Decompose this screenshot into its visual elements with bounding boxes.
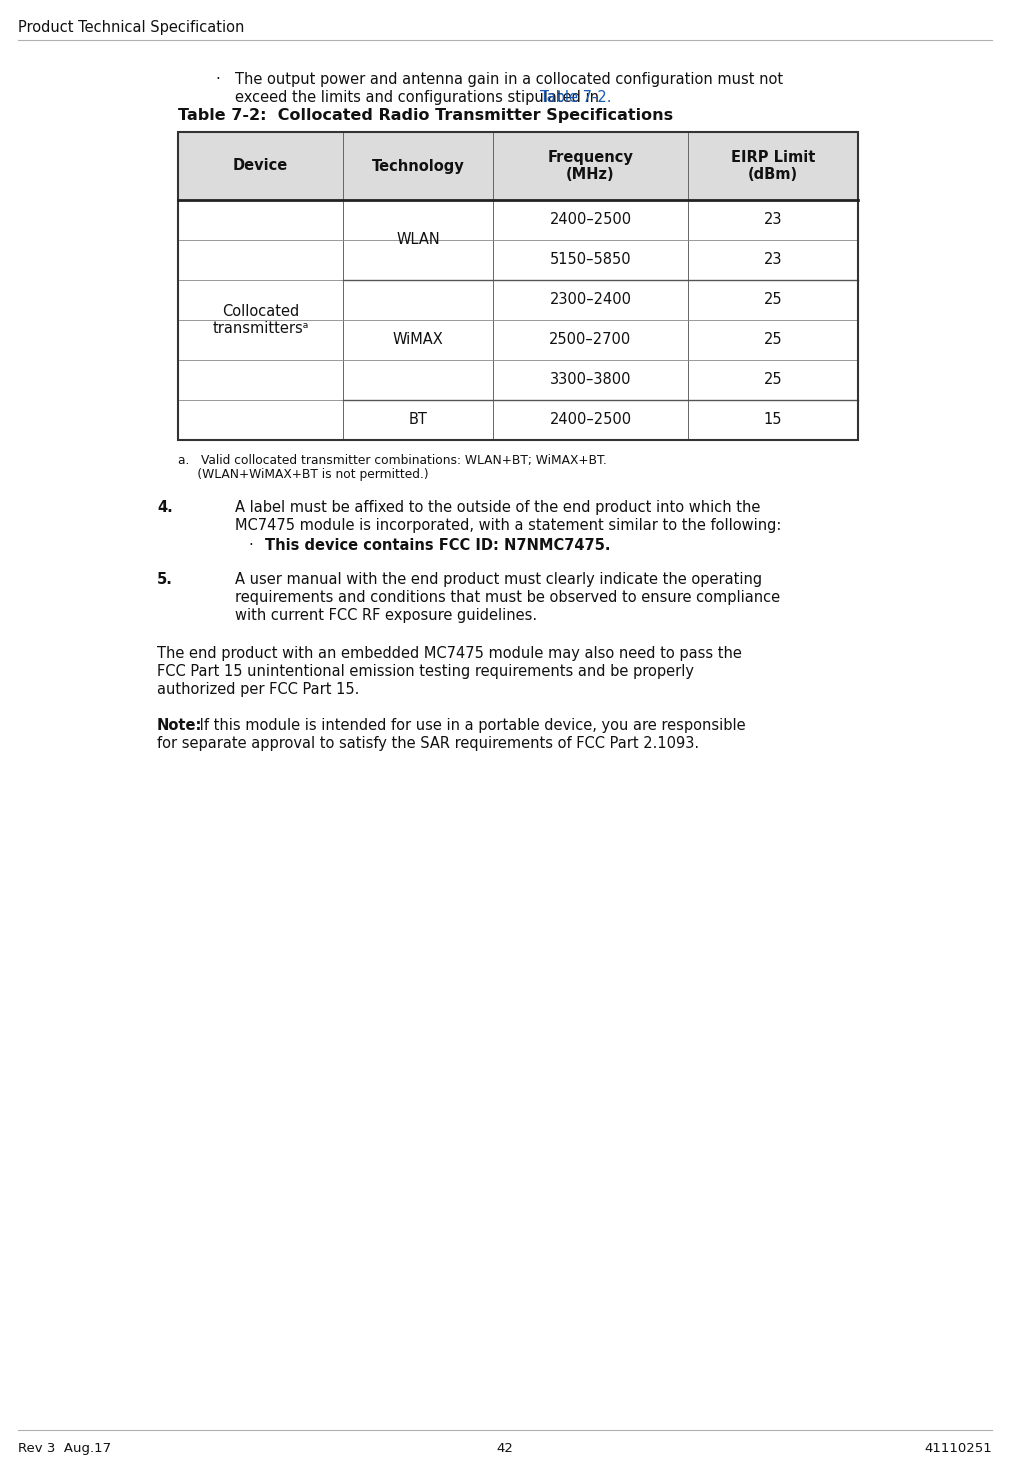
Bar	[178, 132, 858, 441]
Text: Table 7-2:  Collocated Radio Transmitter Specifications: Table 7-2: Collocated Radio Transmitter …	[178, 108, 673, 123]
Text: exceed the limits and configurations stipulated in: exceed the limits and configurations sti…	[235, 89, 604, 105]
Text: Note:: Note:	[157, 717, 202, 733]
Text: Collocated
transmittersᵃ: Collocated transmittersᵃ	[212, 305, 309, 337]
Text: Technology: Technology	[372, 158, 465, 174]
Text: If this module is intended for use in a portable device, you are responsible: If this module is intended for use in a …	[195, 717, 745, 733]
Text: This device contains FCC ID: N7NMC7475.: This device contains FCC ID: N7NMC7475.	[265, 537, 610, 553]
Text: WiMAX: WiMAX	[393, 332, 443, 347]
Text: 5.: 5.	[157, 572, 173, 587]
Text: Frequency
(MHz): Frequency (MHz)	[547, 149, 633, 182]
Text: Table 7-2.: Table 7-2.	[540, 89, 611, 105]
Text: 25: 25	[764, 293, 783, 307]
Text: The output power and antenna gain in a collocated configuration must not: The output power and antenna gain in a c…	[235, 72, 783, 86]
Text: MC7475 module is incorporated, with a statement similar to the following:: MC7475 module is incorporated, with a st…	[235, 518, 782, 533]
Text: 3300–3800: 3300–3800	[549, 372, 631, 388]
Text: 5150–5850: 5150–5850	[549, 252, 631, 268]
Text: 41110251: 41110251	[924, 1442, 992, 1455]
Text: ·: ·	[215, 72, 220, 86]
Text: for separate approval to satisfy the SAR requirements of FCC Part 2.1093.: for separate approval to satisfy the SAR…	[157, 736, 699, 751]
Text: 25: 25	[764, 372, 783, 388]
Bar	[178, 201, 858, 441]
Bar	[178, 132, 858, 201]
Text: Product Technical Specification: Product Technical Specification	[18, 20, 244, 35]
Text: BT: BT	[409, 413, 427, 427]
Text: authorized per FCC Part 15.: authorized per FCC Part 15.	[157, 682, 360, 697]
Text: Rev 3  Aug.17: Rev 3 Aug.17	[18, 1442, 111, 1455]
Text: a.   Valid collocated transmitter combinations: WLAN+BT; WiMAX+BT.: a. Valid collocated transmitter combinat…	[178, 454, 607, 467]
Text: 2500–2700: 2500–2700	[549, 332, 631, 347]
Text: 23: 23	[764, 252, 783, 268]
Text: Device: Device	[233, 158, 288, 174]
Text: 2400–2500: 2400–2500	[549, 413, 631, 427]
Text: FCC Part 15 unintentional emission testing requirements and be properly: FCC Part 15 unintentional emission testi…	[157, 665, 694, 679]
Text: requirements and conditions that must be observed to ensure compliance: requirements and conditions that must be…	[235, 590, 780, 605]
Text: 2300–2400: 2300–2400	[549, 293, 631, 307]
Text: 25: 25	[764, 332, 783, 347]
Text: ·: ·	[248, 537, 252, 553]
Text: 15: 15	[764, 413, 783, 427]
Text: with current FCC RF exposure guidelines.: with current FCC RF exposure guidelines.	[235, 608, 537, 624]
Text: EIRP Limit
(dBm): EIRP Limit (dBm)	[731, 149, 815, 182]
Text: WLAN: WLAN	[396, 233, 440, 247]
Text: 23: 23	[764, 212, 783, 227]
Text: The end product with an embedded MC7475 module may also need to pass the: The end product with an embedded MC7475 …	[157, 646, 742, 662]
Text: A label must be affixed to the outside of the end product into which the: A label must be affixed to the outside o…	[235, 501, 761, 515]
Text: A user manual with the end product must clearly indicate the operating: A user manual with the end product must …	[235, 572, 763, 587]
Text: 42: 42	[497, 1442, 513, 1455]
Text: (WLAN+WiMAX+BT is not permitted.): (WLAN+WiMAX+BT is not permitted.)	[178, 468, 428, 482]
Text: 2400–2500: 2400–2500	[549, 212, 631, 227]
Text: 4.: 4.	[157, 501, 173, 515]
